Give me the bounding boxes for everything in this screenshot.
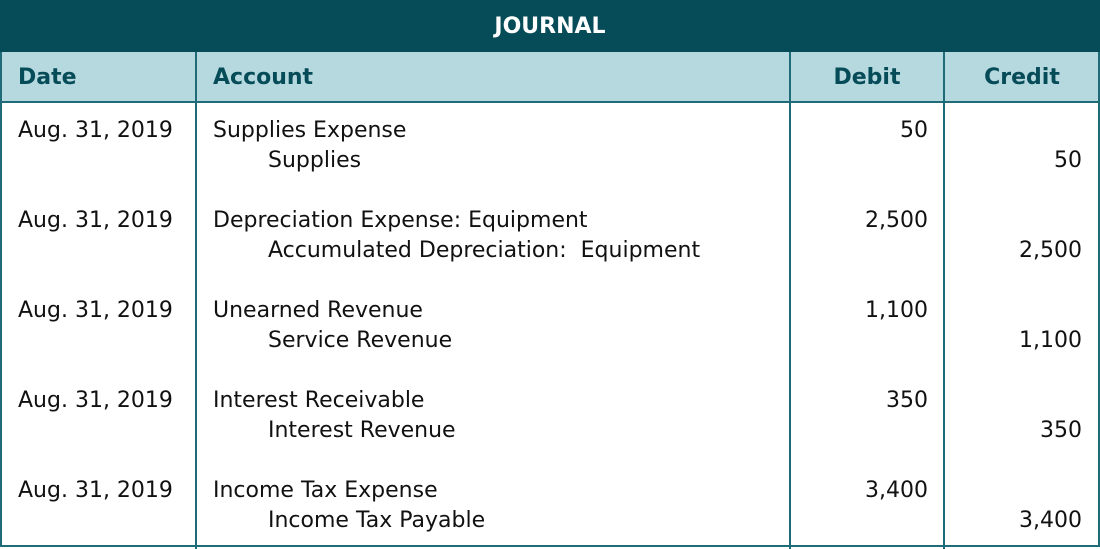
debit-amount: 350 xyxy=(886,388,928,413)
debit-amount: 50 xyxy=(900,118,928,143)
header-debit: Debit xyxy=(833,65,901,90)
debit-amount: 2,500 xyxy=(865,208,928,233)
divider xyxy=(195,52,197,549)
debit-account: Income Tax Expense xyxy=(213,478,438,503)
header-row xyxy=(0,52,1100,103)
table-frame xyxy=(0,52,1100,547)
credit-account: Interest Revenue xyxy=(268,418,456,443)
entry-date: Aug. 31, 2019 xyxy=(18,298,173,323)
credit-account: Accumulated Depreciation: Equipment xyxy=(268,238,701,263)
debit-amount: 3,400 xyxy=(865,478,928,503)
debit-amount: 1,100 xyxy=(865,298,928,323)
entry-date: Aug. 31, 2019 xyxy=(18,478,173,503)
credit-account: Income Tax Payable xyxy=(268,508,486,533)
credit-amount: 50 xyxy=(1054,148,1082,173)
header-date: Date xyxy=(18,65,77,90)
credit-account: Service Revenue xyxy=(268,328,453,353)
entry-date: Aug. 31, 2019 xyxy=(18,388,173,413)
credit-amount: 1,100 xyxy=(1019,328,1082,353)
header-account: Account xyxy=(213,65,314,90)
credit-account: Supplies xyxy=(268,148,362,173)
debit-account: Unearned Revenue xyxy=(213,298,423,323)
divider xyxy=(943,52,945,549)
divider xyxy=(789,52,791,549)
credit-amount: 3,400 xyxy=(1019,508,1082,533)
entry-date: Aug. 31, 2019 xyxy=(18,118,173,143)
journal-title: JOURNAL xyxy=(0,0,1100,52)
credit-amount: 2,500 xyxy=(1019,238,1082,263)
debit-account: Depreciation Expense: Equipment xyxy=(213,208,588,233)
debit-account: Interest Receivable xyxy=(213,388,425,413)
entry-date: Aug. 31, 2019 xyxy=(18,208,173,233)
credit-amount: 350 xyxy=(1040,418,1082,443)
debit-account: Supplies Expense xyxy=(213,118,407,143)
header-credit: Credit xyxy=(984,65,1060,90)
